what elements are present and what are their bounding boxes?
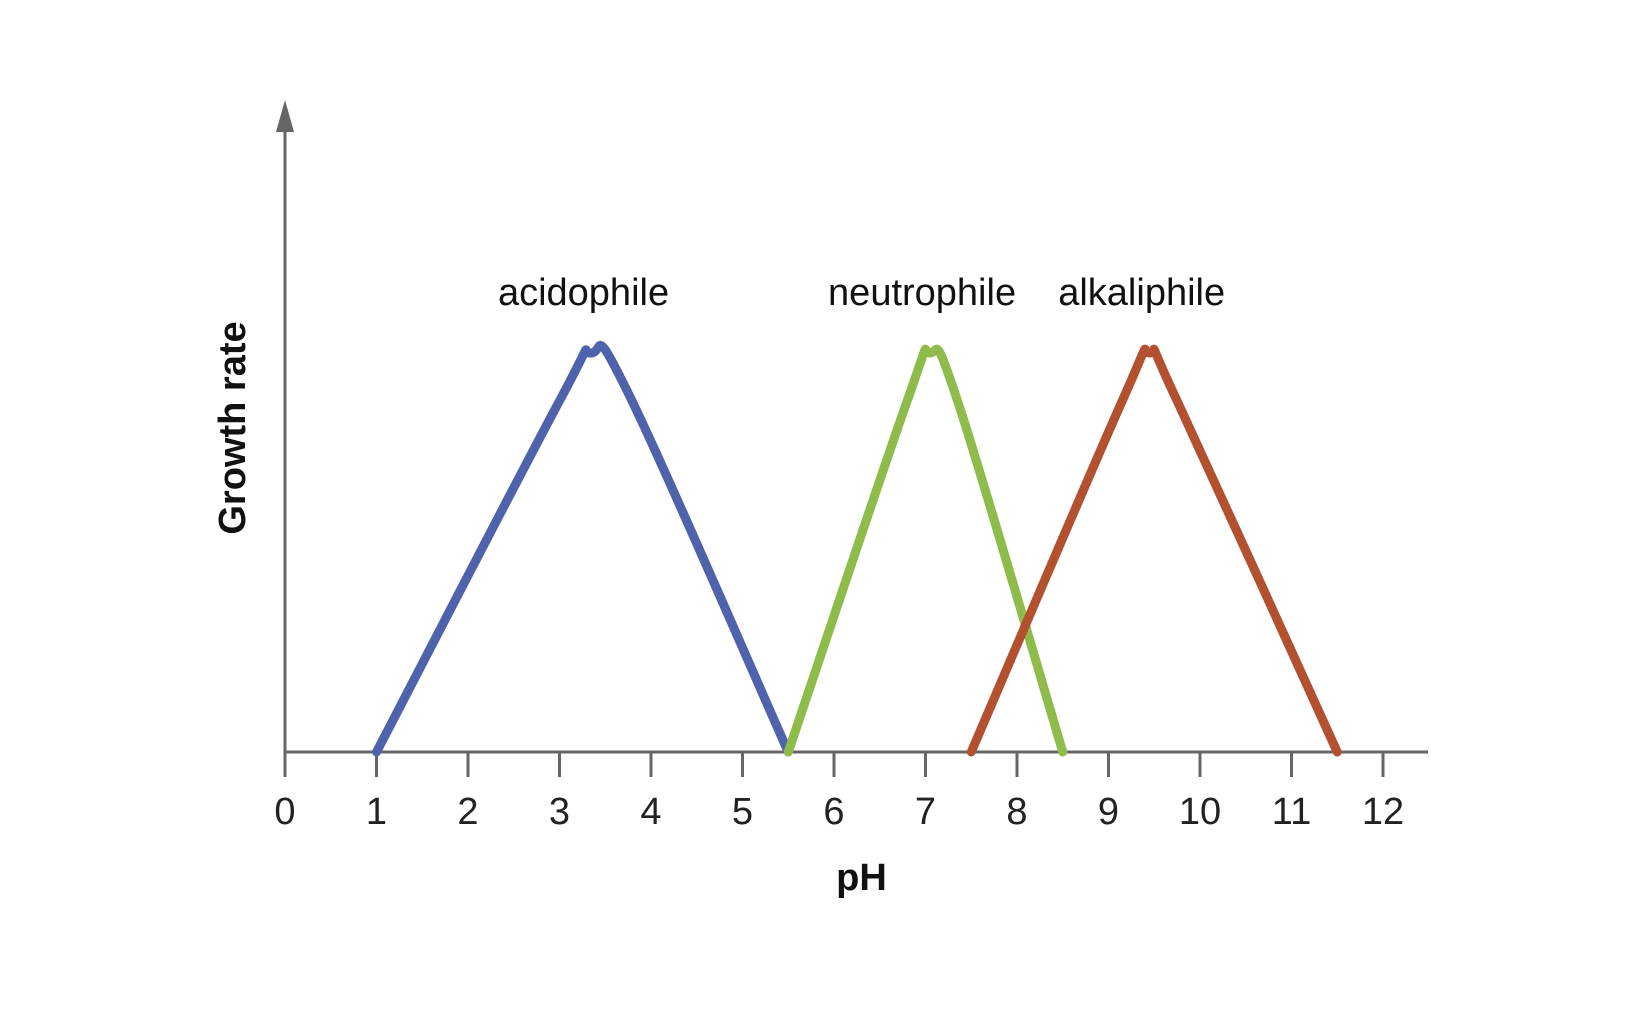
x-tick-label: 5 [732,791,753,833]
x-tick-label: 8 [1006,791,1027,833]
y-axis-title: Growth rate [212,321,254,534]
series-label-alkaliphile: alkaliphile [1058,272,1225,314]
series-labels: acidophile neutrophile alkaliphile [498,272,1225,314]
x-tick-label: 6 [823,791,844,833]
x-tick-label: 3 [549,791,570,833]
series-curve-acidophile [372,340,793,757]
x-tick-label: 4 [640,791,661,833]
x-tick-label: 12 [1362,791,1404,833]
x-tick-label: 9 [1098,791,1119,833]
curves [372,340,1342,757]
x-ticks: 0 1 2 3 4 5 6 7 8 9 10 11 12 [274,752,1404,833]
series-label-acidophile: acidophile [498,272,669,314]
y-axis-arrow [276,100,294,132]
axes [276,100,1428,754]
x-axis-title: pH [836,857,887,899]
x-tick-label: 10 [1179,791,1221,833]
series-curve-neutrophile [783,344,1068,757]
series-label-neutrophile: neutrophile [828,272,1016,314]
x-tick-label: 7 [915,791,936,833]
x-tick-label: 2 [457,791,478,833]
x-tick-label: 11 [1272,791,1311,833]
series-curve-alkaliphile [966,344,1342,757]
x-tick-label: 1 [366,791,387,833]
x-tick-label: 0 [274,791,295,833]
